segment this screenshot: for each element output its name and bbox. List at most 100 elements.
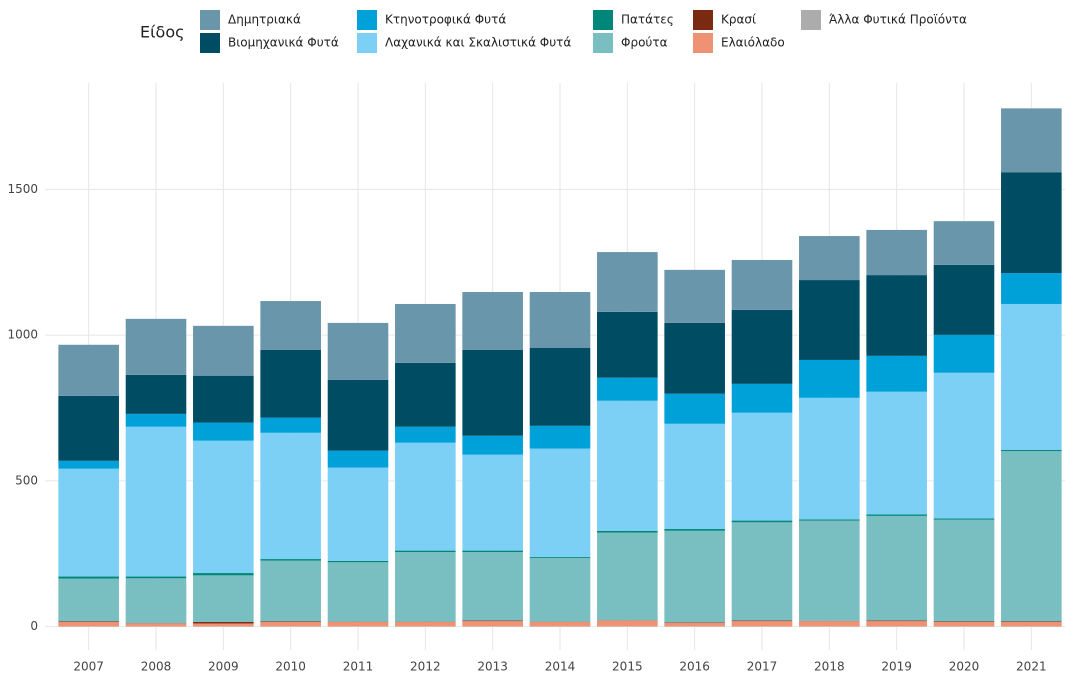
bar-segment xyxy=(933,334,995,373)
x-tick-label: 2009 xyxy=(208,660,239,674)
x-tick-label: 2013 xyxy=(477,660,508,674)
x-tick-label: 2020 xyxy=(949,660,980,674)
bar-segment xyxy=(327,562,389,622)
bar-segment xyxy=(664,530,725,623)
legend-label: Λαχανικά και Σκαλιστικά Φυτά xyxy=(385,36,571,50)
legend-label: Κτηνοτροφικά Φυτά xyxy=(385,13,506,27)
x-tick-label: 2019 xyxy=(881,660,912,674)
legend-swatch xyxy=(593,33,613,53)
bar-segment xyxy=(462,454,523,551)
bar-segment xyxy=(395,552,456,622)
bar-segment xyxy=(125,576,187,579)
bar-segment xyxy=(933,221,995,265)
bar-segment xyxy=(731,621,793,627)
bar-segment xyxy=(933,519,995,622)
bar-segment xyxy=(664,622,725,623)
bar-segment xyxy=(395,622,456,627)
bar-segment xyxy=(462,292,523,350)
bar-segment xyxy=(260,622,321,627)
bar-segment xyxy=(664,269,725,323)
bar-segment xyxy=(529,448,591,558)
bar-segment xyxy=(260,417,321,433)
bar-segment xyxy=(327,450,389,468)
bar-segment xyxy=(866,275,927,356)
bar-segment xyxy=(529,292,591,348)
bar-segment xyxy=(731,383,793,413)
legend-swatch xyxy=(357,10,377,30)
bar-segment xyxy=(1001,108,1062,173)
x-tick-label: 2010 xyxy=(275,660,306,674)
x-tick-label: 2018 xyxy=(814,660,845,674)
bar-segment xyxy=(193,623,254,627)
legend-label: Βιομηχανικά Φυτά xyxy=(228,36,339,50)
bar-segment xyxy=(395,550,456,553)
bar-segment xyxy=(1001,273,1062,304)
bar-segment xyxy=(933,518,995,520)
bar-segment xyxy=(866,355,927,392)
bar-segment xyxy=(260,560,321,622)
bar-segment xyxy=(58,578,119,622)
bar-segment xyxy=(664,393,725,424)
bar-segment xyxy=(260,621,321,623)
bar-segment xyxy=(58,344,119,396)
x-tick-label: 2016 xyxy=(679,660,710,674)
bar-segment xyxy=(125,318,187,375)
bar-segment xyxy=(731,522,793,621)
bar-segment xyxy=(597,252,658,312)
legend-label: Πατάτες xyxy=(621,13,674,27)
bar-segment xyxy=(193,622,254,624)
legend-swatch xyxy=(200,10,220,30)
bar-segment xyxy=(260,349,321,418)
x-tick-label: 2021 xyxy=(1016,660,1047,674)
bar-segment xyxy=(125,426,187,577)
bar-segment xyxy=(58,395,119,461)
bar-segment xyxy=(664,622,725,627)
x-tick-label: 2015 xyxy=(612,660,643,674)
bar-segment xyxy=(327,467,389,561)
bar-segment xyxy=(193,573,254,576)
bar-segment xyxy=(125,413,187,427)
bar-segment xyxy=(193,440,254,574)
bar-segment xyxy=(933,264,995,335)
bar-segment xyxy=(462,620,523,622)
bar-segment xyxy=(58,468,119,577)
bar-segment xyxy=(731,309,793,384)
bar-segment xyxy=(327,560,389,563)
bar-segment xyxy=(731,520,793,523)
legend-swatch xyxy=(593,10,613,30)
x-tick-label: 2008 xyxy=(141,660,172,674)
bar-segment xyxy=(395,442,456,551)
bar-segment xyxy=(1001,451,1062,622)
bar-segment xyxy=(193,325,254,376)
bar-segment xyxy=(260,301,321,350)
bar-segment xyxy=(866,391,927,515)
bar-segment xyxy=(462,349,523,436)
y-tick-label: 1500 xyxy=(7,182,38,196)
legend-swatch xyxy=(693,33,713,53)
bar-segment xyxy=(1001,303,1062,451)
bar-segment xyxy=(597,377,658,401)
x-tick-label: 2007 xyxy=(73,660,104,674)
y-tick-label: 0 xyxy=(30,619,38,633)
bar-segment xyxy=(1001,172,1062,274)
bar-segment xyxy=(664,529,725,531)
bar-segment xyxy=(529,557,591,558)
bar-segment xyxy=(260,559,321,561)
legend-swatch xyxy=(357,33,377,53)
bar-segment xyxy=(866,515,927,621)
y-tick-label: 500 xyxy=(15,473,38,487)
bar-segment xyxy=(799,621,860,627)
y-tick-label: 1000 xyxy=(7,328,38,342)
bar-segment xyxy=(731,620,793,622)
bar-segment xyxy=(664,423,725,530)
bar-segment xyxy=(58,576,119,579)
bar-segment xyxy=(731,412,793,521)
bar-segment xyxy=(933,621,995,623)
bar-segment xyxy=(395,426,456,443)
bar-segment xyxy=(462,621,523,627)
bar-segment xyxy=(529,622,591,627)
bar-segment xyxy=(125,374,187,414)
bar-segment xyxy=(1001,622,1062,627)
legend-label: Άλλα Φυτικά Προϊόντα xyxy=(829,13,967,27)
